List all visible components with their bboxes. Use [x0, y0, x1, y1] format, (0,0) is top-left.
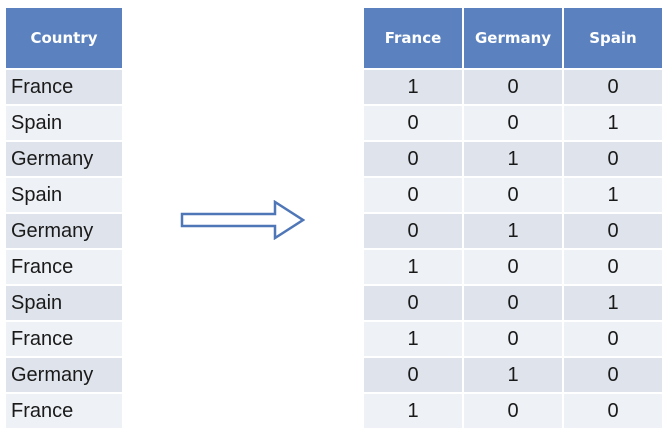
encoded-cell: 1: [364, 250, 462, 284]
encoded-cell: 0: [464, 250, 562, 284]
country-cell: Germany: [6, 214, 122, 248]
country-row: Germany: [6, 214, 122, 248]
encoded-cell: 0: [364, 178, 462, 212]
country-row: Spain: [6, 106, 122, 140]
encoded-cell: 1: [464, 358, 562, 392]
encoded-cell: 0: [464, 394, 562, 428]
country-cell: France: [6, 322, 122, 356]
encoded-cell: 0: [364, 106, 462, 140]
encoded-cell: 0: [464, 322, 562, 356]
encoded-cell: 1: [364, 394, 462, 428]
country-row: France: [6, 70, 122, 104]
encoded-cell: 1: [564, 178, 662, 212]
country-header: Country: [6, 8, 122, 68]
country-row: France: [6, 250, 122, 284]
encoded-cell: 0: [364, 358, 462, 392]
encoded-cell: 0: [564, 70, 662, 104]
encoded-column-header: France: [364, 8, 462, 68]
encoded-cell: 0: [564, 394, 662, 428]
encoded-cell: 1: [564, 286, 662, 320]
country-cell: Spain: [6, 106, 122, 140]
encoded-column-header: Germany: [464, 8, 562, 68]
country-row: Germany: [6, 142, 122, 176]
country-row: Spain: [6, 286, 122, 320]
country-cell: Germany: [6, 142, 122, 176]
encoded-cell: 1: [564, 106, 662, 140]
country-row: Spain: [6, 178, 122, 212]
country-cell: France: [6, 250, 122, 284]
encoded-cell: 0: [464, 286, 562, 320]
encoded-cell: 1: [464, 214, 562, 248]
encoded-cell: 0: [564, 250, 662, 284]
country-row: France: [6, 394, 122, 428]
encoded-cell: 1: [364, 70, 462, 104]
country-cell: France: [6, 70, 122, 104]
encoded-cell: 0: [564, 358, 662, 392]
country-cell: Spain: [6, 178, 122, 212]
encoded-cell: 1: [364, 322, 462, 356]
encoded-cell: 0: [464, 70, 562, 104]
encoded-column-header: Spain: [564, 8, 662, 68]
encoded-cell: 0: [564, 142, 662, 176]
country-cell: Germany: [6, 358, 122, 392]
right-arrow-icon: [180, 200, 305, 240]
country-cell: Spain: [6, 286, 122, 320]
country-cell: France: [6, 394, 122, 428]
encoded-cell: 1: [464, 142, 562, 176]
country-table: Country France Spain Germany Spain Germany Fr…: [6, 6, 122, 430]
encoded-cell: 0: [564, 322, 662, 356]
encoded-cell: 0: [364, 142, 462, 176]
country-row: Germany: [6, 358, 122, 392]
encoded-cell: 0: [564, 214, 662, 248]
encoded-cell: 0: [364, 214, 462, 248]
encoded-cell: 0: [464, 106, 562, 140]
encoded-cell: 0: [364, 286, 462, 320]
encoded-cell: 0: [464, 178, 562, 212]
country-row: France: [6, 322, 122, 356]
